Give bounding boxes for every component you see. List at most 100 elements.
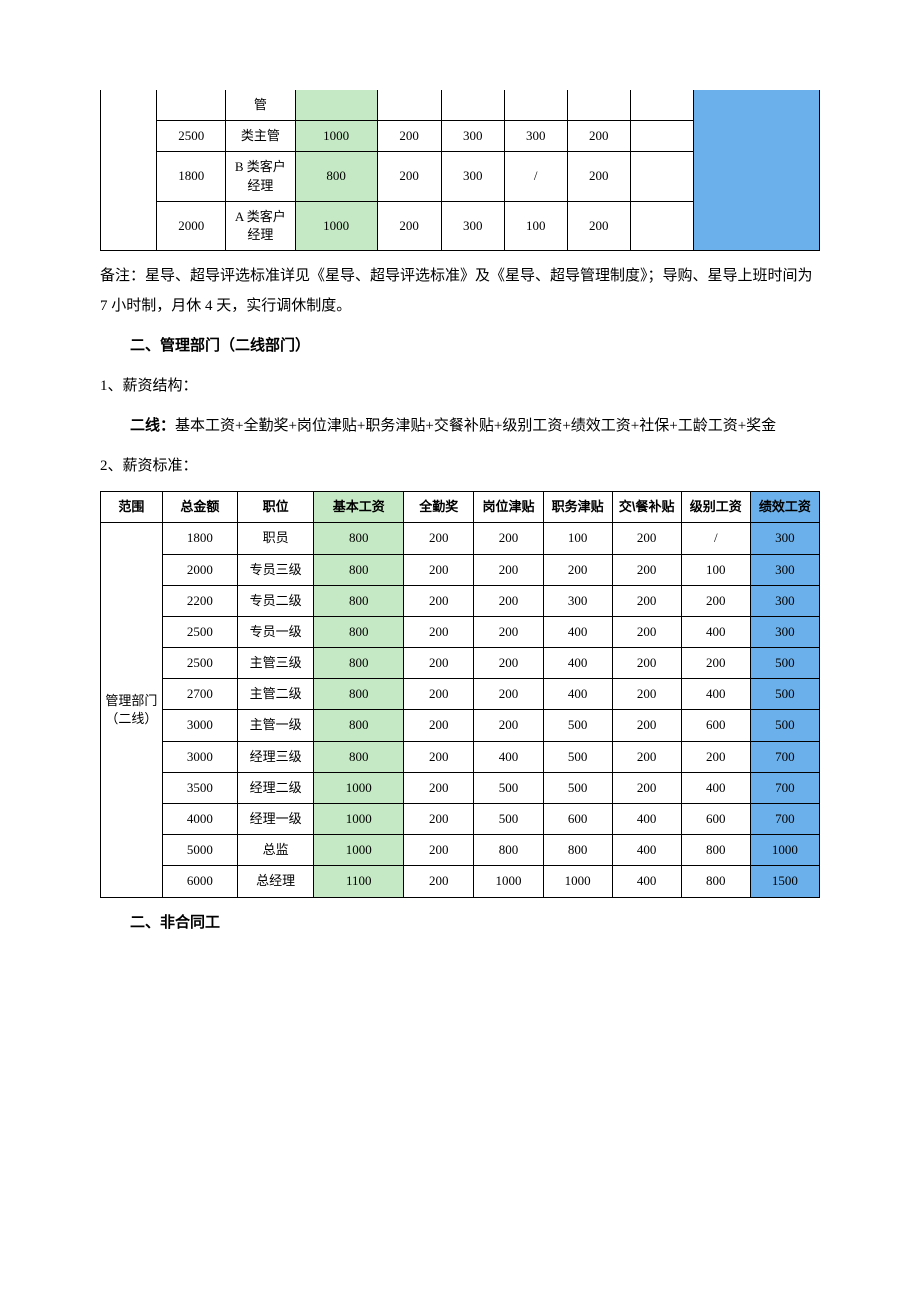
cell-position: 主管一级	[238, 710, 314, 741]
cell-base	[295, 90, 377, 121]
cell-attendance: 200	[377, 121, 441, 152]
cell-attendance: 200	[404, 866, 474, 897]
cell-meal: 200	[612, 523, 681, 554]
cell-position: 经理三级	[238, 741, 314, 772]
th-perf: 绩效工资	[750, 492, 819, 523]
cell-perf: 300	[750, 554, 819, 585]
formula-label: 二线：	[130, 417, 175, 434]
cell-duty: 300	[543, 585, 612, 616]
cell-level: 200	[681, 741, 750, 772]
cell-allowance	[441, 90, 504, 121]
table-row: 4000 经理一级 1000 200 500 600 400 600 700	[101, 804, 820, 835]
cell-position: 主管二级	[238, 679, 314, 710]
cell-allowance: 500	[474, 804, 543, 835]
cell-base: 1000	[295, 201, 377, 250]
cell-meal: 200	[612, 679, 681, 710]
table-row: 3000 经理三级 800 200 400 500 200 200 700	[101, 741, 820, 772]
cell-amount: 2700	[162, 679, 237, 710]
cell-perf: 700	[750, 741, 819, 772]
cell-side-blue	[693, 90, 819, 251]
th-base: 基本工资	[314, 492, 404, 523]
th-amount: 总金额	[162, 492, 237, 523]
cell-attendance: 200	[404, 772, 474, 803]
section2-title: 二、管理部门（二线部门）	[100, 331, 820, 361]
cell-amount: 2000	[162, 554, 237, 585]
cell-attendance: 200	[377, 152, 441, 201]
cell-attendance: 200	[404, 616, 474, 647]
cell-attendance: 200	[404, 585, 474, 616]
cell-amount: 4000	[162, 804, 237, 835]
table-row: 2500 主管三级 800 200 200 400 200 200 500	[101, 648, 820, 679]
cell-duty: 500	[543, 710, 612, 741]
cell-meal: 200	[612, 554, 681, 585]
cell-meal: 200	[612, 648, 681, 679]
cell-position: A 类客户经理	[225, 201, 295, 250]
cell-perf: 300	[750, 616, 819, 647]
cell-scope: 管理部门（二线）	[101, 523, 163, 897]
cell-level: /	[681, 523, 750, 554]
cell-allowance: 300	[441, 201, 504, 250]
cell-level: 100	[681, 554, 750, 585]
cell-meal: 200	[567, 121, 630, 152]
section2-item2: 2、薪资标准：	[100, 451, 820, 481]
table-row: 6000 总经理 1100 200 1000 1000 400 800 1500	[101, 866, 820, 897]
cell-duty: 100	[543, 523, 612, 554]
cell-attendance: 200	[404, 804, 474, 835]
cell-level: 400	[681, 772, 750, 803]
cell-meal: 200	[612, 616, 681, 647]
cell-meal: 200	[612, 585, 681, 616]
cell-level: 400	[681, 679, 750, 710]
cell-amount: 2500	[162, 616, 237, 647]
cell-perf: 500	[750, 679, 819, 710]
cell-base: 800	[295, 152, 377, 201]
cell-duty: 500	[543, 741, 612, 772]
cell-amount: 3500	[162, 772, 237, 803]
cell-duty: 500	[543, 772, 612, 803]
cell-meal: 200	[612, 710, 681, 741]
cell-amount: 2500	[162, 648, 237, 679]
cell-duty: 800	[543, 835, 612, 866]
cell-amount	[157, 90, 226, 121]
cell-position: 管	[225, 90, 295, 121]
cell-meal: 400	[612, 835, 681, 866]
cell-base: 800	[314, 523, 404, 554]
cell-position: 类主管	[225, 121, 295, 152]
cell-position: 专员一级	[238, 616, 314, 647]
cell-allowance: 800	[474, 835, 543, 866]
cell-meal: 200	[612, 741, 681, 772]
cell-level-spacer	[630, 201, 693, 250]
cell-perf: 300	[750, 523, 819, 554]
cell-position: 专员二级	[238, 585, 314, 616]
table-partial-top: 管 2500 类主管 1000 200 300 300 200 1800 B 类…	[100, 90, 820, 251]
th-level: 级别工资	[681, 492, 750, 523]
cell-attendance: 200	[404, 710, 474, 741]
cell-base: 800	[314, 554, 404, 585]
cell-level: 800	[681, 835, 750, 866]
table-row: 管理部门（二线） 1800 职员 800 200 200 100 200 / 3…	[101, 523, 820, 554]
cell-allowance: 200	[474, 554, 543, 585]
cell-perf: 700	[750, 804, 819, 835]
table-row: 2500 专员一级 800 200 200 400 200 400 300	[101, 616, 820, 647]
th-position: 职位	[238, 492, 314, 523]
cell-allowance: 300	[441, 152, 504, 201]
cell-level-spacer	[630, 90, 693, 121]
table-row: 3000 主管一级 800 200 200 500 200 600 500	[101, 710, 820, 741]
cell-amount: 6000	[162, 866, 237, 897]
cell-base: 800	[314, 741, 404, 772]
cell-amount: 3000	[162, 710, 237, 741]
cell-level: 200	[681, 648, 750, 679]
table-row: 2700 主管二级 800 200 200 400 200 400 500	[101, 679, 820, 710]
cell-attendance: 200	[404, 523, 474, 554]
cell-allowance: 200	[474, 616, 543, 647]
cell-base: 800	[314, 585, 404, 616]
cell-base: 1000	[314, 772, 404, 803]
cell-attendance: 200	[377, 201, 441, 250]
table-salary: 范围 总金额 职位 基本工资 全勤奖 岗位津贴 职务津贴 交\餐补贴 级别工资 …	[100, 491, 820, 897]
th-duty: 职务津贴	[543, 492, 612, 523]
cell-base: 800	[314, 648, 404, 679]
cell-meal: 200	[567, 152, 630, 201]
cell-level: 600	[681, 710, 750, 741]
cell-level-spacer	[630, 121, 693, 152]
cell-duty: /	[504, 152, 567, 201]
section2-item1: 1、薪资结构：	[100, 371, 820, 401]
